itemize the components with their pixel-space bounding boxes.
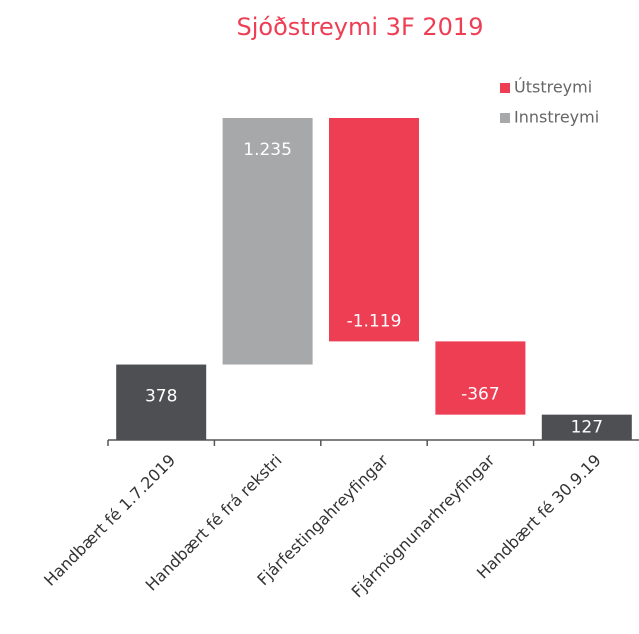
value-label: 378 [145, 387, 177, 407]
x-tick-label: Handbært fé 30.9.19 [473, 451, 605, 583]
chart-title: Sjóðstreymi 3F 2019 [237, 13, 484, 41]
legend-swatch [500, 113, 510, 123]
value-label: 127 [571, 417, 603, 437]
legend-label: Útstreymi [514, 78, 592, 97]
value-label: -367 [461, 385, 500, 405]
bar [435, 341, 526, 415]
legend-label: Innstreymi [514, 108, 599, 127]
bar [541, 414, 632, 440]
legend-swatch [500, 83, 510, 93]
bar [329, 118, 419, 342]
value-label: -1.119 [347, 311, 402, 331]
bar [116, 364, 207, 440]
value-label: 1.235 [243, 140, 292, 160]
bar [222, 118, 313, 365]
